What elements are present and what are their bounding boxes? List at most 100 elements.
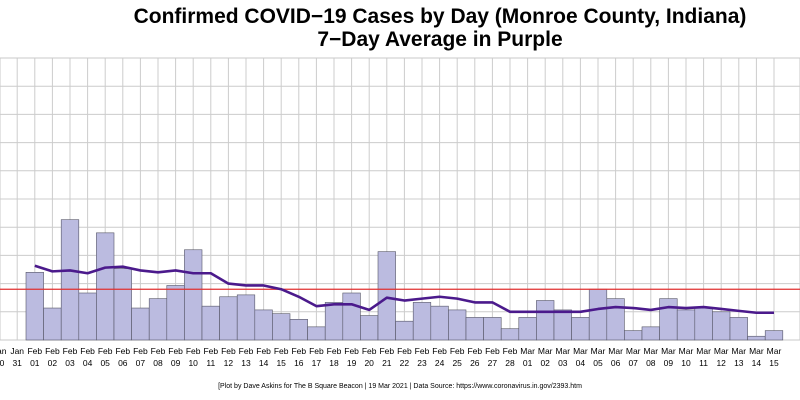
bar-feb-01 [25, 272, 44, 341]
x-tick-month: Jan [10, 346, 24, 356]
bar-mar-12 [712, 311, 731, 341]
bar-feb-02 [43, 307, 62, 341]
x-tick-month: Feb [467, 346, 482, 356]
x-tick-month: Feb [27, 346, 42, 356]
bar-mar-11 [694, 307, 713, 341]
x-tick-month: Mar [626, 346, 641, 356]
x-tick-day: 03 [558, 358, 568, 368]
bar-feb-17 [307, 326, 326, 341]
x-tick-day: 07 [628, 358, 638, 368]
x-tick-month: Feb [239, 346, 254, 356]
bar-mar-04 [571, 317, 590, 341]
bar-mar-10 [676, 309, 696, 341]
x-tick-month: Feb [327, 346, 342, 356]
chart-title: Confirmed COVID−19 Cases by Day (Monroe … [133, 5, 747, 28]
x-tick-day: 08 [153, 358, 163, 368]
bar-feb-13 [236, 294, 256, 341]
x-tick-day: 31 [12, 358, 22, 368]
x-tick-month: Mar [679, 346, 694, 356]
x-tick-month: Mar [767, 346, 782, 356]
x-tick-month: Feb [379, 346, 394, 356]
x-tick-month: Feb [80, 346, 95, 356]
bar-mar-06 [606, 298, 625, 341]
x-tick-day: 06 [611, 358, 621, 368]
x-tick-day: 11 [699, 358, 708, 368]
x-tick-day: 24 [435, 358, 445, 368]
x-tick-month: Mar [520, 346, 535, 356]
x-tick-month: Feb [151, 346, 166, 356]
x-tick-month: Feb [432, 346, 447, 356]
x-tick-day: 17 [312, 358, 322, 368]
bar-feb-21 [377, 251, 396, 341]
x-tick-month: Feb [450, 346, 465, 356]
bar-feb-10 [184, 249, 203, 341]
x-tick-day: 05 [100, 358, 110, 368]
x-tick-month: Feb [344, 346, 359, 356]
bar-feb-04 [78, 292, 97, 341]
x-tick-day: 15 [276, 358, 286, 368]
x-tick-day: 05 [593, 358, 603, 368]
x-tick-month: Feb [115, 346, 130, 356]
x-tick-day: 22 [400, 358, 410, 368]
average-line-group [34, 264, 774, 315]
bar-feb-09 [166, 285, 185, 341]
bar-mar-13 [729, 317, 748, 341]
bar-feb-07 [131, 307, 150, 341]
x-tick-month: Mar [643, 346, 658, 356]
x-tick-month: Feb [133, 346, 148, 356]
x-tick-day: 21 [382, 358, 392, 368]
x-tick-day: 19 [347, 358, 357, 368]
x-tick-day: 02 [540, 358, 550, 368]
x-tick-month: Feb [98, 346, 113, 356]
x-tick-month: Feb [362, 346, 377, 356]
x-tick-day: 15 [769, 358, 779, 368]
x-tick-day: 01 [523, 358, 533, 368]
x-tick-month: Mar [555, 346, 570, 356]
x-tick-month: Feb [186, 346, 201, 356]
x-tick-day: 13 [734, 358, 744, 368]
bar-mar-09 [659, 298, 678, 341]
x-tick-day: 11 [206, 358, 215, 368]
x-tick-month: Mar [661, 346, 676, 356]
bar-feb-25 [448, 309, 467, 341]
x-tick-day: 09 [171, 358, 181, 368]
x-tick-month: Feb [485, 346, 500, 356]
x-tick-day: 09 [664, 358, 674, 368]
x-tick-day: 13 [241, 358, 251, 368]
bar-feb-23 [412, 302, 432, 341]
x-tick-month: Feb [45, 346, 60, 356]
x-tick-day: 12 [224, 358, 234, 368]
x-tick-month: Feb [415, 346, 430, 356]
bar-feb-22 [395, 320, 414, 341]
x-tick-month: Mar [714, 346, 729, 356]
x-tick-month: Feb [291, 346, 306, 356]
bar-mar-07 [624, 330, 643, 341]
x-tick-month: Mar [608, 346, 623, 356]
x-tick-month: Feb [63, 346, 78, 356]
chart-subtitle: 7−Day Average in Purple [317, 28, 563, 51]
x-tick-month: Mar [591, 346, 606, 356]
x-tick-day: 02 [48, 358, 58, 368]
x-tick-day: 30 [0, 358, 5, 368]
bar-mar-02 [536, 300, 555, 341]
bar-feb-26 [465, 317, 484, 341]
x-tick-month: Mar [538, 346, 553, 356]
bar-feb-27 [483, 317, 502, 341]
x-tick-month: Mar [696, 346, 711, 356]
x-tick-month: Feb [397, 346, 412, 356]
x-tick-day: 10 [188, 358, 198, 368]
bar-feb-19 [342, 292, 361, 341]
x-tick-day: 25 [452, 358, 462, 368]
bar-feb-20 [360, 315, 379, 341]
bar-mar-01 [518, 317, 537, 341]
x-tick-month: Feb [309, 346, 324, 356]
x-tick-day: 04 [576, 358, 586, 368]
x-tick-day: 20 [364, 358, 374, 368]
x-tick-month: Mar [749, 346, 764, 356]
x-tick-month: Mar [731, 346, 746, 356]
x-tick-day: 01 [30, 358, 40, 368]
bar-feb-14 [254, 309, 273, 341]
bar-feb-18 [324, 302, 344, 341]
x-tick-month: Feb [203, 346, 218, 356]
